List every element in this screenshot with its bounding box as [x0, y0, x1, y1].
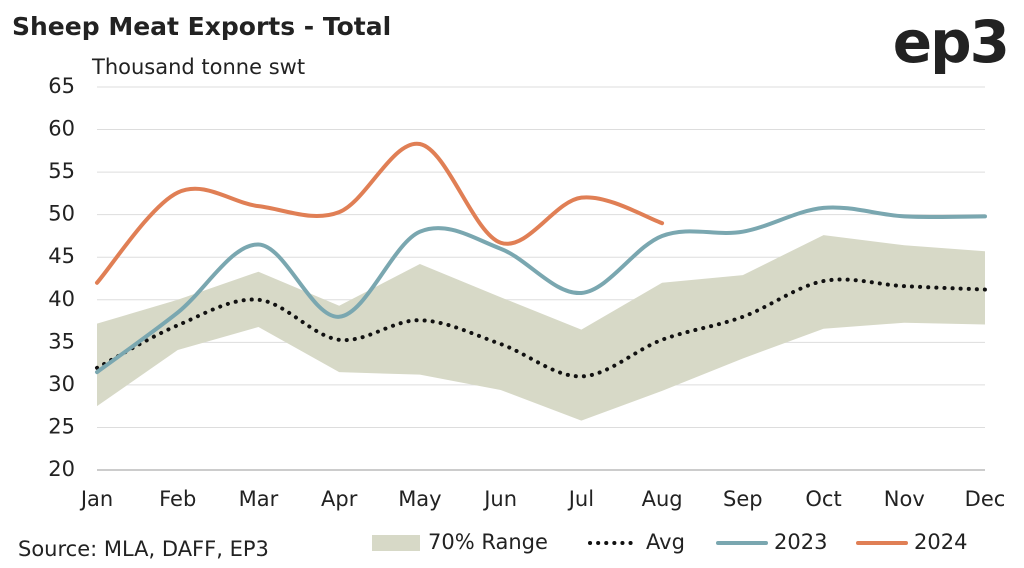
x-tick-label: Apr [321, 487, 358, 511]
y-tick-label: 45 [48, 244, 75, 268]
x-tick-label: Oct [805, 487, 841, 511]
y-tick-label: 20 [48, 457, 75, 481]
x-tick-label: Aug [642, 487, 683, 511]
legend-label: 2024 [914, 530, 967, 554]
x-tick-label: Jan [79, 487, 113, 511]
range-area [97, 235, 985, 421]
legend-label: 2023 [774, 530, 827, 554]
y-tick-label: 25 [48, 414, 75, 438]
logo: ep3 [893, 8, 1008, 76]
x-tick-label: Feb [159, 487, 196, 511]
source: Source: MLA, DAFF, EP3 [18, 537, 269, 561]
y-tick-label: 40 [48, 287, 75, 311]
y-tick-label: 30 [48, 372, 75, 396]
legend-label: 70% Range [428, 530, 548, 554]
x-tick-label: Nov [884, 487, 925, 511]
chart-title: Sheep Meat Exports - Total [12, 12, 391, 41]
series-line [95, 205, 987, 375]
x-tick-label: Jun [482, 487, 517, 511]
legend-swatch [372, 535, 420, 551]
x-tick-label: May [398, 487, 441, 511]
legend-label: Avg [646, 530, 685, 554]
y-axis-label: Thousand tonne swt [91, 55, 305, 79]
x-tick-label: Mar [239, 487, 279, 511]
x-tick-label: Jul [567, 487, 594, 511]
x-tick-label: Dec [965, 487, 1006, 511]
y-tick-label: 55 [48, 159, 75, 183]
y-tick-label: 50 [48, 202, 75, 226]
series-line [95, 142, 665, 285]
y-tick-label: 35 [48, 329, 75, 353]
y-tick-label: 65 [48, 74, 75, 98]
series-line [95, 277, 987, 379]
x-tick-label: Sep [723, 487, 763, 511]
y-tick-label: 60 [48, 117, 75, 141]
